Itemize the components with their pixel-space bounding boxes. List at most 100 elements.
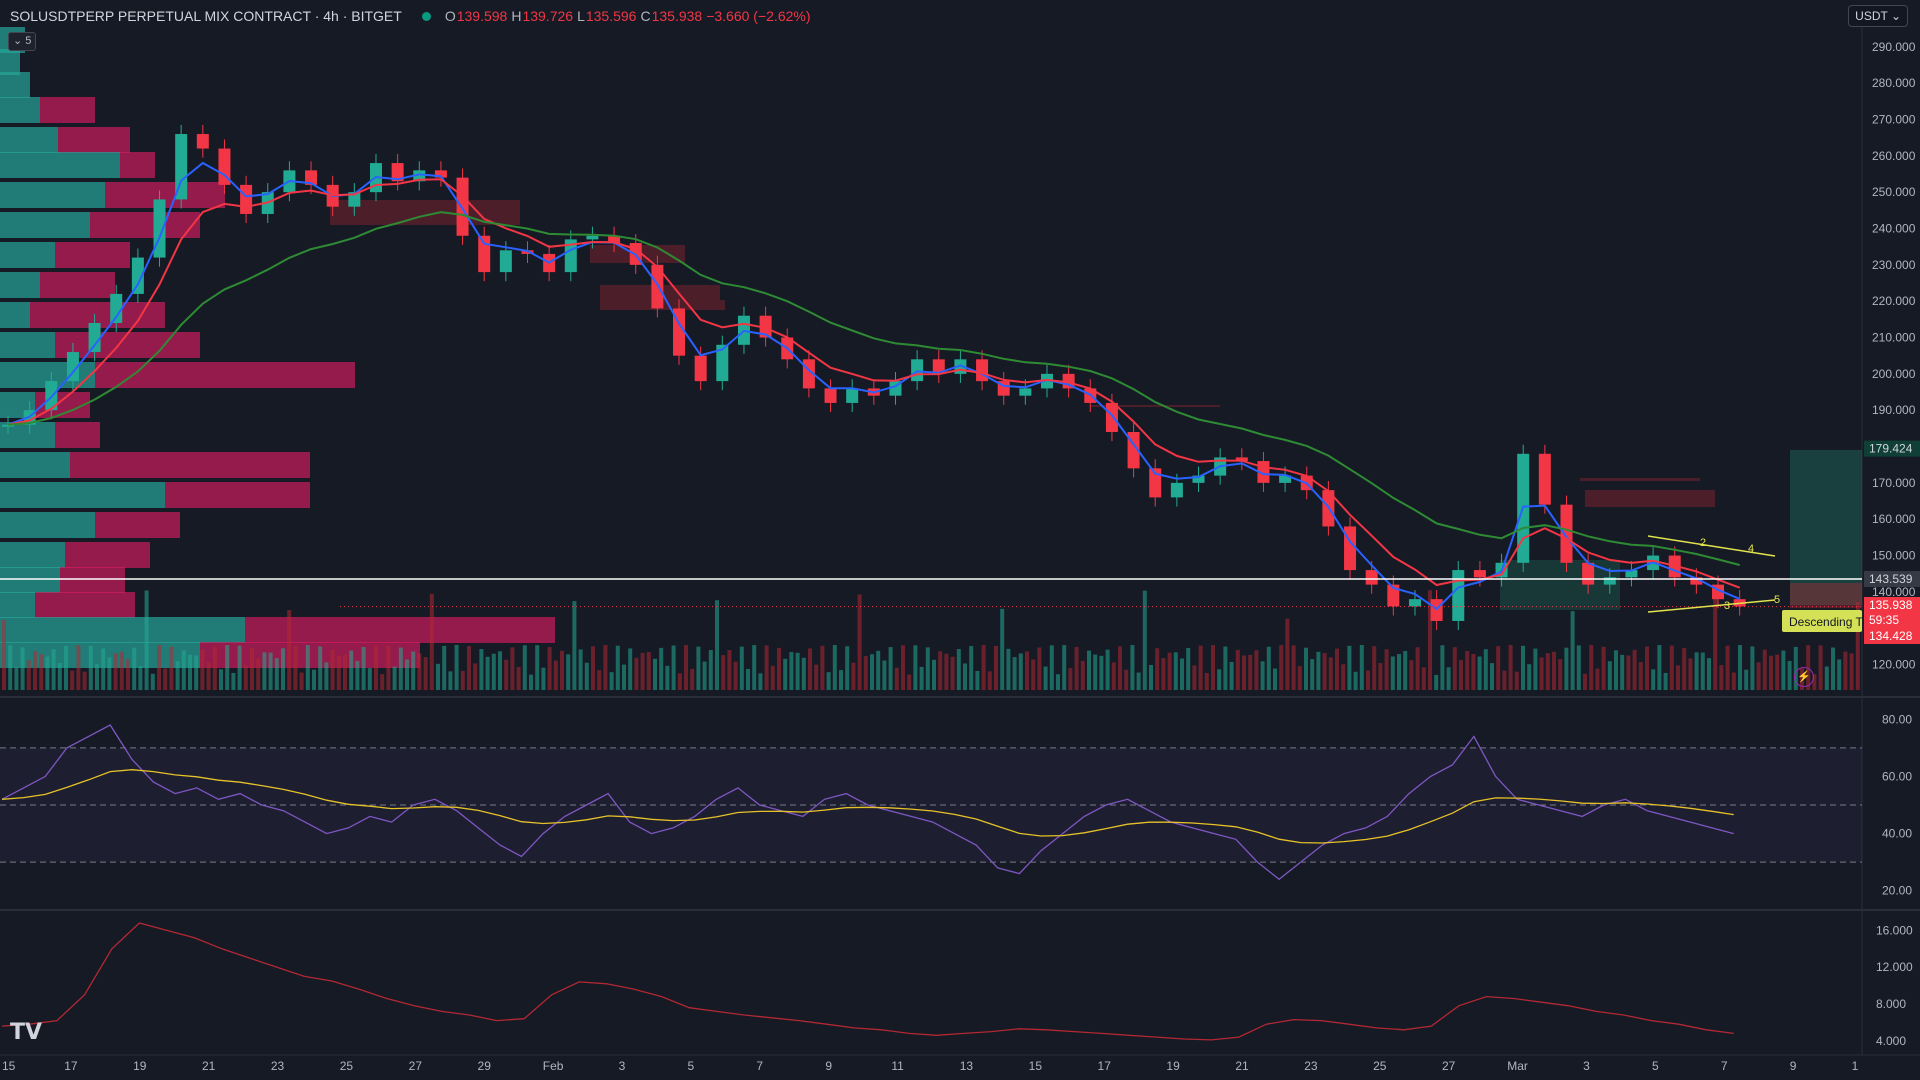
volume-profile-up-bar: [0, 542, 65, 568]
price-tick-label: 120.000: [1872, 658, 1916, 672]
volume-bar: [1483, 649, 1488, 690]
atr-tick-label: 16.000: [1876, 923, 1913, 937]
volume-bar: [975, 670, 980, 690]
volume-bar: [541, 667, 546, 690]
time-tick-label: 3: [1583, 1059, 1590, 1073]
volume-bar: [1614, 650, 1618, 690]
volume-bar: [1719, 665, 1724, 690]
volume-bar: [1533, 648, 1538, 690]
volume-bar: [1558, 659, 1563, 690]
volume-profile-down-bar: [55, 422, 100, 448]
volume-bar: [857, 594, 862, 690]
candle-body: [131, 257, 144, 294]
currency-select[interactable]: USDT ⌄: [1848, 5, 1908, 27]
tradingview-logo: TV: [10, 1020, 43, 1045]
time-tick-label: 19: [133, 1059, 147, 1073]
candle-body: [1279, 475, 1292, 483]
volume-bar: [380, 674, 385, 690]
volume-bar: [1149, 664, 1153, 690]
price-tick-label: 200.000: [1872, 367, 1916, 381]
volume-bar: [814, 664, 819, 690]
volume-bar: [1217, 669, 1222, 690]
candle-body: [175, 134, 188, 200]
volume-bar: [1006, 648, 1011, 690]
volume-bar: [1291, 645, 1296, 690]
volume-profile-down-bar: [40, 97, 95, 123]
volume-bar: [336, 655, 341, 690]
indicator-collapse-button[interactable]: ⌄ 5: [8, 32, 37, 51]
bolt-icon[interactable]: ⚡: [1794, 667, 1814, 687]
volume-bar: [1409, 660, 1414, 690]
bar-countdown-tag: 59:35: [1869, 613, 1899, 627]
candle-body: [196, 134, 209, 149]
volume-bar: [274, 658, 279, 690]
target-zone: [1790, 450, 1862, 605]
volume-bar: [609, 672, 614, 690]
candle-body: [1170, 482, 1183, 498]
volume-bar: [1260, 661, 1265, 690]
pattern-lower-line: [1647, 599, 1776, 613]
volume-profile-up-bar: [0, 49, 20, 75]
volume-bar: [888, 647, 893, 690]
volume-bar: [231, 672, 236, 690]
volume-bar: [491, 653, 496, 690]
volume-bar: [560, 650, 564, 690]
volume-bar: [1390, 656, 1395, 690]
volume-bar: [1521, 645, 1525, 690]
symbol-title[interactable]: SOLUSDTPERP PERPETUAL MIX CONTRACT · 4h …: [10, 8, 402, 24]
candle-body: [1019, 388, 1032, 396]
volume-bar: [584, 662, 589, 690]
time-tick-label: 5: [688, 1059, 695, 1073]
volume-bar: [1744, 669, 1749, 690]
time-tick-label: 15: [1029, 1059, 1043, 1073]
volume-bar: [417, 653, 422, 690]
ohlc-open: O139.598: [444, 8, 508, 24]
volume-bar: [1111, 662, 1116, 690]
candle-body: [413, 170, 426, 182]
volume-bar: [1397, 654, 1401, 690]
volume-bar: [287, 610, 292, 690]
volume-bar: [1068, 668, 1073, 690]
volume-bar: [150, 673, 155, 690]
volume-bar: [460, 670, 465, 690]
candle-body: [1473, 570, 1486, 578]
time-tick-label: 19: [1166, 1059, 1180, 1073]
volume-bar: [1074, 646, 1079, 690]
volume-profile-up-bar: [0, 617, 245, 643]
volume-bar: [901, 645, 905, 690]
time-tick-label: 27: [409, 1059, 423, 1073]
volume-profile-down-bar: [120, 152, 155, 178]
volume-bar: [113, 653, 118, 690]
volume-bar: [281, 648, 285, 690]
volume-profile-up-bar: [0, 592, 35, 618]
volume-bar: [1359, 645, 1364, 690]
ema-slow-line: [7, 211, 1740, 566]
volume-bar: [1254, 650, 1259, 690]
volume-bar: [1087, 650, 1091, 690]
candle-body: [1387, 584, 1400, 607]
volume-bar: [876, 650, 881, 690]
volume-bar: [1242, 655, 1246, 690]
volume-bar: [764, 645, 769, 690]
volume-bar: [1198, 645, 1203, 690]
price-tick-label: 150.000: [1872, 549, 1916, 563]
volume-bar: [1248, 654, 1253, 690]
volume-bar: [1118, 646, 1122, 690]
price-tick-label: 140.000: [1872, 585, 1916, 599]
last-price-tag-bg: [1864, 597, 1920, 613]
price-tick-label: 240.000: [1872, 221, 1916, 235]
volume-bar: [442, 645, 447, 690]
volume-bar: [1793, 646, 1798, 690]
price-tick-label: 280.000: [1872, 76, 1916, 90]
candle-body: [1105, 402, 1118, 432]
volume-bar: [1025, 651, 1029, 690]
rsi-tick-label: 60.00: [1882, 769, 1912, 783]
volume-bar: [1167, 652, 1172, 690]
volume-bar: [1235, 649, 1240, 690]
candle-body: [110, 293, 123, 323]
volume-bar: [1682, 648, 1687, 690]
volume-bar: [907, 674, 912, 690]
volume-bar: [219, 669, 223, 690]
volume-bar: [169, 646, 174, 690]
